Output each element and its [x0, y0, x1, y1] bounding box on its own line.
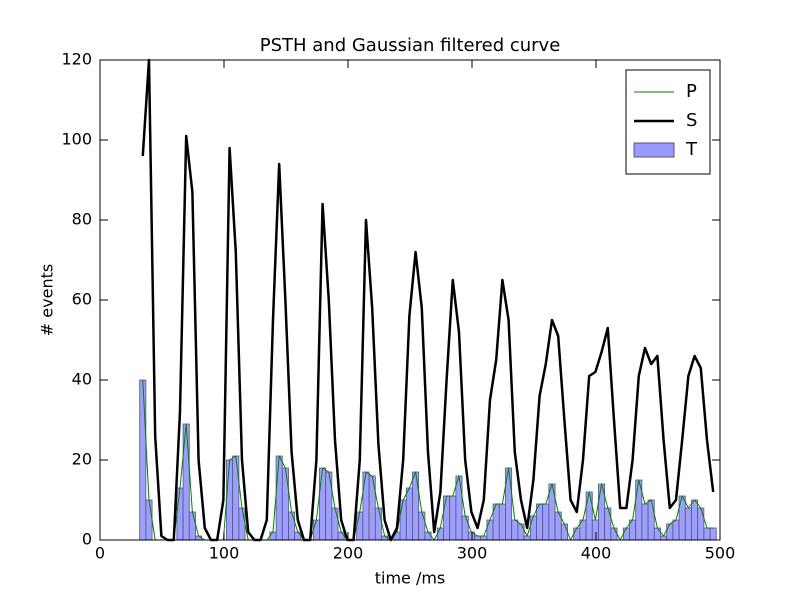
histogram-bar: [573, 527, 581, 541]
histogram-bar: [238, 507, 246, 541]
histogram-bar: [660, 535, 668, 541]
y-axis-label: # events: [38, 264, 57, 336]
histogram-bar: [672, 519, 680, 541]
y-tick-label: 20: [72, 450, 92, 469]
x-axis-label: time /ms: [375, 569, 446, 588]
histogram-bar: [139, 379, 147, 541]
histogram-bar: [418, 511, 426, 541]
x-tick-label: 400: [581, 544, 612, 563]
chart-title: PSTH and Gaussian filtered curve: [260, 35, 561, 56]
histogram-bar: [591, 519, 599, 541]
histogram-bar: [412, 471, 420, 541]
histogram-bar: [474, 535, 482, 541]
histogram-bar: [647, 499, 655, 541]
histogram-bar: [312, 519, 320, 541]
histogram-bar: [709, 527, 717, 541]
histogram-bar: [381, 535, 389, 541]
histogram-bar: [703, 527, 711, 541]
histogram-bar: [449, 495, 457, 541]
histogram-bar: [653, 527, 661, 541]
histogram-bar: [294, 531, 302, 541]
histogram-bar: [374, 507, 382, 541]
histogram-bar: [443, 495, 451, 541]
histogram-bar: [529, 515, 537, 541]
histogram-bar: [269, 531, 277, 541]
histogram-bar: [511, 519, 519, 541]
y-tick-label: 80: [72, 210, 92, 229]
histogram-bar: [405, 487, 413, 541]
x-tick-label: 300: [457, 544, 488, 563]
histogram-bar: [691, 499, 699, 541]
histogram-bar: [604, 507, 612, 541]
legend-swatch: [633, 142, 675, 158]
histogram-bar: [331, 507, 339, 541]
histogram-bar: [356, 511, 364, 541]
histogram-bar: [517, 523, 525, 541]
histogram-bar: [232, 455, 240, 541]
histogram-bar: [176, 487, 184, 541]
y-tick-label: 60: [72, 290, 92, 309]
histogram-bar: [288, 511, 296, 541]
histogram-bar: [641, 503, 649, 541]
histogram-bar: [666, 523, 674, 541]
histogram-bar: [436, 527, 444, 541]
histogram-bar: [275, 455, 283, 541]
legend-label: P: [686, 81, 697, 102]
histogram-bar: [424, 531, 432, 541]
y-tick-label: 0: [82, 530, 92, 549]
legend-label: T: [685, 139, 698, 160]
histogram-bar: [319, 467, 327, 541]
histogram-bar: [610, 527, 618, 541]
histogram-bar: [226, 459, 234, 541]
histogram-bar: [461, 515, 469, 541]
legend-label: S: [686, 110, 697, 131]
histogram-bar: [399, 499, 407, 541]
y-tick-label: 40: [72, 370, 92, 389]
histogram-bar: [480, 535, 488, 541]
histogram-bar: [498, 503, 506, 541]
histogram-bar: [362, 471, 370, 541]
histogram-bar: [697, 507, 705, 541]
histogram-bar: [542, 503, 550, 541]
x-tick-label: 0: [95, 544, 105, 563]
series-line: [141, 58, 715, 542]
x-tick-label: 200: [333, 544, 364, 563]
y-tick-label: 120: [61, 50, 92, 69]
histogram-bar: [188, 511, 196, 541]
histogram-bar: [455, 475, 463, 541]
histogram-bar: [281, 467, 289, 541]
histogram-bar: [486, 519, 494, 541]
histogram-bar: [145, 499, 153, 541]
x-tick-label: 100: [209, 544, 240, 563]
histogram-bar: [684, 507, 692, 541]
histogram-bar: [195, 535, 203, 541]
histogram-bar: [337, 531, 345, 541]
series-line: [142, 379, 714, 541]
histogram-bar: [523, 535, 531, 541]
x-tick-label: 500: [705, 544, 736, 563]
histogram-bar: [622, 527, 630, 541]
histogram-bar: [585, 491, 593, 541]
y-tick-label: 100: [61, 130, 92, 149]
histogram-bar: [560, 523, 568, 541]
histogram-bar: [536, 503, 544, 541]
